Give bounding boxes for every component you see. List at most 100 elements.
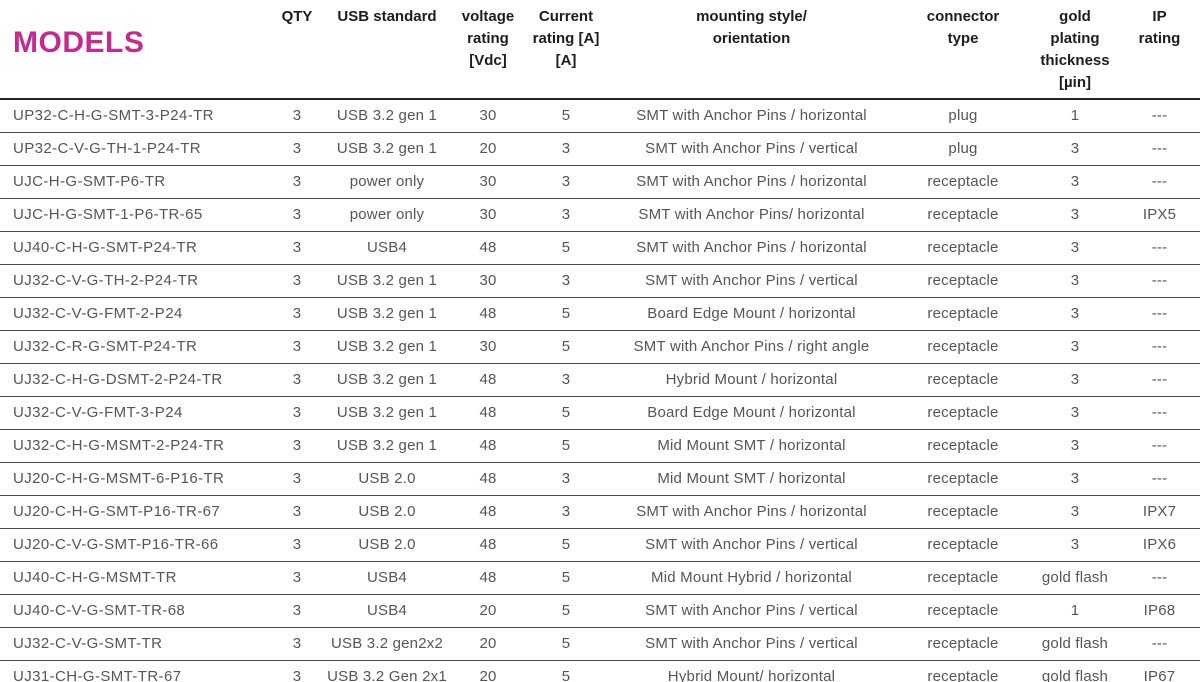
mounting-style-cell: Mid Mount SMT / horizontal: [657, 470, 846, 487]
usb-standard-cell: USB 3.2 gen 1: [336, 371, 438, 388]
usb-standard-cell: USB 3.2 gen 1: [336, 305, 438, 322]
gold-plating-cell: gold flash: [1041, 635, 1109, 652]
voltage-rating-cell: 48: [479, 404, 497, 421]
ip-rating-cell: ---: [1151, 140, 1168, 157]
current-rating-cell: 5: [561, 305, 571, 322]
usb-standard-cell: USB4: [367, 569, 407, 586]
model-cell: UJ20-C-V-G-SMT-P16-TR-66: [13, 536, 219, 553]
model-cell: UJC-H-G-SMT-1-P6-TR-65: [13, 206, 203, 223]
qty-cell: 3: [292, 404, 302, 421]
current-rating-cell: 3: [561, 272, 571, 289]
mounting-style-cell: SMT with Anchor Pins / horizontal: [636, 503, 867, 520]
qty-cell: 3: [292, 569, 302, 586]
voltage-rating-cell: 48: [479, 239, 497, 256]
gold-plating-cell: gold flash: [1041, 667, 1109, 682]
connector-type-cell: receptacle: [927, 338, 999, 355]
gold-plating-cell: 3: [1070, 437, 1080, 454]
model-cell: UJ31-CH-G-SMT-TR-67: [13, 667, 182, 682]
model-cell: UJ32-C-V-G-FMT-3-P24: [13, 404, 183, 421]
current-rating-cell: 3: [561, 206, 571, 223]
gold-plating-cell: 3: [1070, 338, 1080, 355]
current-rating-cell: 5: [561, 569, 571, 586]
connector-type-cell: receptacle: [927, 206, 999, 223]
mounting-style-cell: Mid Mount Hybrid / horizontal: [651, 569, 852, 586]
qty-cell: 3: [292, 239, 302, 256]
ip-rating-cell: IPX6: [1142, 536, 1177, 553]
current-rating-cell: 5: [561, 437, 571, 454]
connector-type-cell: receptacle: [927, 602, 999, 619]
usb-standard-cell: USB 3.2 gen 1: [336, 140, 438, 157]
mounting-style-cell: Board Edge Mount / horizontal: [647, 305, 856, 322]
col-header-gold: gold plating thickness [µin]: [1040, 8, 1110, 91]
model-cell: UJ32-C-H-G-MSMT-2-P24-TR: [13, 437, 225, 454]
model-cell: UJ40-C-V-G-SMT-TR-68: [13, 602, 186, 619]
connector-type-cell: receptacle: [927, 437, 999, 454]
voltage-rating-cell: 30: [479, 173, 497, 190]
col-header-mounting: mounting style/ orientation: [696, 8, 807, 47]
ip-rating-cell: IP68: [1143, 602, 1176, 619]
connector-type-cell: receptacle: [927, 569, 999, 586]
ip-rating-cell: ---: [1151, 569, 1168, 586]
table-row: UJ32-C-V-G-FMT-3-P24 3 USB 3.2 gen 1 48 …: [0, 396, 1200, 429]
ip-rating-cell: ---: [1151, 635, 1168, 652]
header-row: MODELS QTY USB standard voltage rating […: [0, 0, 1200, 99]
table-row: UJ32-C-H-G-DSMT-2-P24-TR 3 USB 3.2 gen 1…: [0, 363, 1200, 396]
voltage-rating-cell: 48: [479, 536, 497, 553]
model-cell: UJ32-C-R-G-SMT-P24-TR: [13, 338, 198, 355]
ip-rating-cell: ---: [1151, 239, 1168, 256]
table-row: UP32-C-V-G-TH-1-P24-TR 3 USB 3.2 gen 1 2…: [0, 132, 1200, 165]
qty-cell: 3: [292, 173, 302, 190]
models-header-cell: MODELS: [0, 0, 272, 99]
mounting-style-cell: Mid Mount SMT / horizontal: [657, 437, 846, 454]
usb-standard-cell: USB 2.0: [358, 503, 416, 520]
model-cell: UP32-C-V-G-TH-1-P24-TR: [13, 140, 201, 157]
usb-standard-cell: USB 3.2 Gen 2x1: [327, 667, 447, 682]
gold-plating-cell: 1: [1070, 107, 1080, 125]
current-rating-cell: 5: [561, 404, 571, 421]
usb-standard-cell: USB 3.2 gen 1: [336, 107, 438, 125]
ip-rating-cell: ---: [1151, 404, 1168, 421]
table-row: UJ32-C-V-G-FMT-2-P24 3 USB 3.2 gen 1 48 …: [0, 297, 1200, 330]
model-cell: UP32-C-H-G-SMT-3-P24-TR: [13, 107, 214, 125]
current-rating-cell: 5: [561, 107, 571, 125]
ip-rating-cell: ---: [1151, 107, 1168, 125]
mounting-style-cell: SMT with Anchor Pins / vertical: [645, 272, 858, 289]
mounting-style-cell: Hybrid Mount/ horizontal: [667, 667, 836, 682]
voltage-rating-cell: 48: [479, 569, 497, 586]
voltage-rating-cell: 30: [479, 272, 497, 289]
voltage-rating-cell: 30: [479, 107, 497, 125]
gold-plating-cell: 3: [1070, 536, 1080, 553]
current-rating-cell: 5: [561, 338, 571, 355]
voltage-rating-cell: 48: [479, 371, 497, 388]
ip-rating-cell: IPX7: [1142, 503, 1177, 520]
usb-standard-cell: USB 3.2 gen 1: [336, 338, 438, 355]
usb-standard-cell: USB 3.2 gen 1: [336, 437, 438, 454]
col-header-ip: IP rating: [1138, 8, 1181, 47]
models-table-body: UP32-C-H-G-SMT-3-P24-TR 3 USB 3.2 gen 1 …: [0, 99, 1200, 682]
model-cell: UJ40-C-H-G-SMT-P24-TR: [13, 239, 198, 256]
table-row: UJ32-C-V-G-TH-2-P24-TR 3 USB 3.2 gen 1 3…: [0, 264, 1200, 297]
table-row: UJ40-C-H-G-SMT-P24-TR 3 USB4 48 5 SMT wi…: [0, 231, 1200, 264]
qty-cell: 3: [292, 305, 302, 322]
mounting-style-cell: SMT with Anchor Pins / vertical: [645, 536, 858, 553]
ip-rating-cell: IPX5: [1142, 206, 1177, 223]
current-rating-cell: 5: [561, 667, 571, 682]
usb-standard-cell: USB4: [367, 239, 407, 256]
gold-plating-cell: 3: [1070, 173, 1080, 190]
ip-rating-cell: ---: [1151, 305, 1168, 322]
qty-cell: 3: [292, 206, 302, 223]
page-title: MODELS: [13, 26, 145, 59]
voltage-rating-cell: 20: [479, 667, 497, 682]
usb-standard-cell: USB 2.0: [358, 470, 416, 487]
voltage-rating-cell: 48: [479, 437, 497, 454]
mounting-style-cell: SMT with Anchor Pins / vertical: [645, 602, 858, 619]
model-cell: UJ32-C-H-G-DSMT-2-P24-TR: [13, 371, 223, 388]
current-rating-cell: 3: [561, 140, 571, 157]
connector-type-cell: receptacle: [927, 239, 999, 256]
connector-type-cell: plug: [948, 107, 978, 125]
col-header-voltage: voltage rating [Vdc]: [461, 8, 515, 69]
usb-standard-cell: USB 3.2 gen2x2: [330, 635, 444, 652]
current-rating-cell: 3: [561, 470, 571, 487]
gold-plating-cell: 3: [1070, 371, 1080, 388]
